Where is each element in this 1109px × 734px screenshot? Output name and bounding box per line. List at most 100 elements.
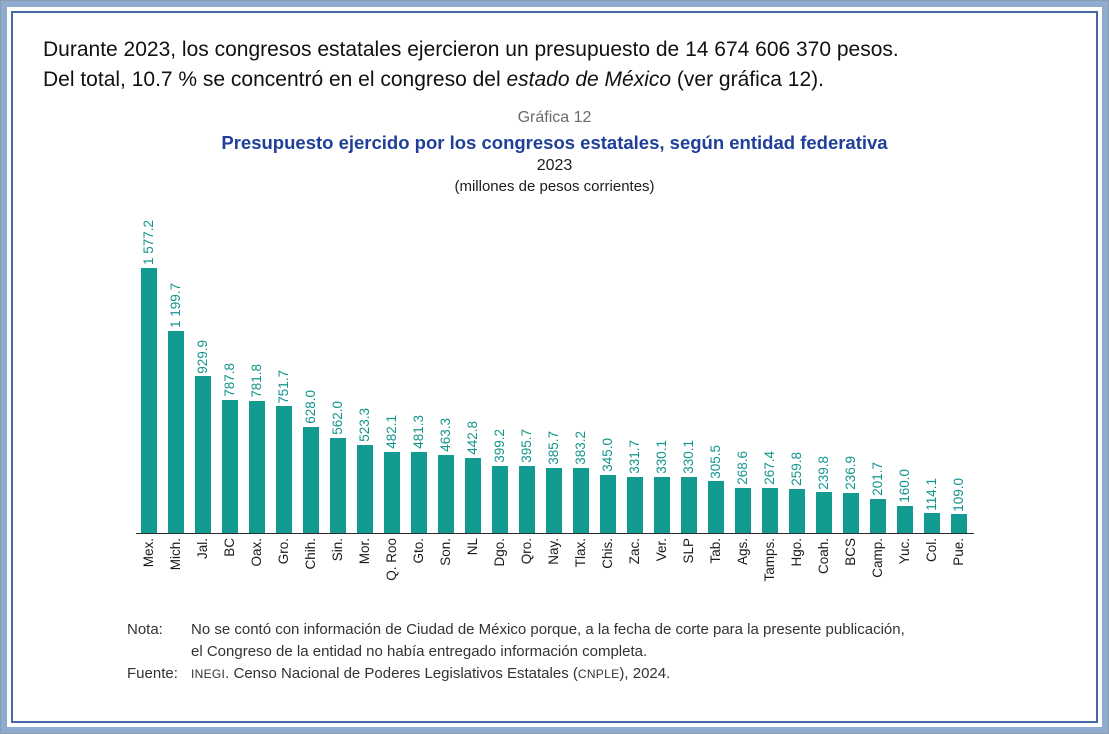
bar [681, 477, 697, 533]
bar-column: 1 199.7 [163, 283, 190, 533]
bar-value-label: 305.5 [708, 444, 724, 479]
category-label: Nay. [546, 537, 562, 565]
bar-value-label: 268.6 [735, 450, 751, 485]
category-column: Dgo. [487, 534, 514, 608]
category-column: SLP [676, 534, 703, 608]
category-label: Ver. [654, 537, 670, 561]
bar [843, 492, 859, 533]
bar-column: 442.8 [460, 421, 487, 533]
bar [411, 451, 427, 533]
category-column: Oax. [244, 534, 271, 608]
bar [897, 505, 913, 533]
intro-line-2-start: Del total, 10.7 % se concentró en el con… [43, 67, 507, 91]
category-label: Camp. [870, 537, 886, 578]
bar-chart: 1 577.2 1 199.7 929.9 787.8 781.8 751.7 628.0 5… [135, 199, 974, 608]
category-column: Chis. [595, 534, 622, 608]
bar-value-label: 562.0 [330, 401, 346, 436]
bar-value-label: 523.3 [357, 407, 373, 442]
bar [438, 454, 454, 533]
note-label: Nota: [127, 620, 163, 638]
category-label: Mor. [357, 537, 373, 564]
document-page: Durante 2023, los congresos estatales ej… [11, 11, 1098, 723]
category-column: Son. [433, 534, 460, 608]
source-label: Fuente: [127, 665, 178, 683]
bar [789, 488, 805, 533]
note-line-2: el Congreso de la entidad no había entre… [191, 642, 648, 660]
intro-italic-text: estado de México [506, 67, 672, 91]
source-inegi: INEGI [191, 667, 226, 682]
category-column: Jal. [190, 534, 217, 608]
bar-column: 267.4 [757, 451, 784, 533]
bar-column: 331.7 [622, 440, 649, 533]
note-block: Nota: No se contó con información de Ciu… [127, 620, 1082, 685]
intro-paragraph: Durante 2023, los congresos estatales ej… [43, 35, 1068, 95]
intro-line-1: Durante 2023, los congresos estatales ej… [43, 38, 899, 61]
bar-column: 114.1 [919, 478, 946, 533]
note-line-1: No se contó con información de Ciudad de… [191, 620, 905, 638]
bar-column: 345.0 [595, 438, 622, 533]
bar [762, 487, 778, 533]
category-label: NL [465, 537, 481, 555]
chart-year: 2023 [536, 156, 573, 174]
category-column: Nay. [541, 534, 568, 608]
bar-value-label: 442.8 [465, 421, 481, 456]
bar-column: 383.2 [568, 431, 595, 533]
bar-value-label: 481.3 [411, 414, 427, 449]
bar-column: 385.7 [541, 431, 568, 533]
bar [573, 468, 589, 533]
bar [222, 400, 238, 533]
bar-column: 330.1 [649, 440, 676, 533]
bar-value-label: 345.0 [600, 437, 616, 472]
category-column: Yuc. [892, 534, 919, 608]
bar-column: 751.7 [271, 370, 298, 533]
category-label: Mex. [141, 537, 157, 567]
bar-column: 305.5 [703, 445, 730, 533]
bar-column: 628.0 [298, 390, 325, 533]
category-column: Ver. [649, 534, 676, 608]
bar [546, 467, 562, 533]
bar [816, 492, 832, 533]
bar-column: 929.9 [190, 340, 217, 533]
category-label: Dgo. [492, 537, 508, 567]
bar-value-label: 114.1 [924, 477, 940, 511]
category-column: BC [217, 534, 244, 608]
category-column: Gto. [406, 534, 433, 608]
category-column: Tab. [703, 534, 730, 608]
category-column: Camp. [865, 534, 892, 608]
source-text: INEGI. Censo Nacional de Poderes Legisla… [191, 664, 1082, 684]
category-column: Mex. [136, 534, 163, 608]
bar-value-label: 787.8 [222, 363, 238, 398]
category-column: BCS [838, 534, 865, 608]
bar-column: 395.7 [514, 429, 541, 533]
bar-value-label: 239.8 [816, 455, 832, 490]
bar-value-label: 929.9 [195, 339, 211, 374]
category-column: Tlax. [568, 534, 595, 608]
category-label: Son. [438, 537, 454, 566]
source-cnple: CNPLE [577, 667, 620, 682]
category-column: Mor. [352, 534, 379, 608]
category-label: Col. [924, 537, 940, 562]
chart-title-block: Gráfica 12 Presupuesto ejercido por los … [27, 109, 1082, 195]
bar [168, 331, 184, 533]
bar-value-label: 751.7 [276, 369, 292, 404]
category-column: Q. Roo [379, 534, 406, 608]
category-label: Pue. [951, 537, 967, 566]
bar [492, 465, 508, 533]
category-label: Jal. [195, 537, 211, 559]
source-end: ), 2024. [619, 665, 671, 683]
bar-value-label: 781.8 [249, 364, 265, 399]
category-label: Q. Roo [384, 537, 400, 581]
bar-value-label: 395.7 [519, 429, 535, 464]
category-label: Ags. [735, 537, 751, 565]
category-label: Tab. [708, 537, 724, 564]
bar-value-label: 463.3 [438, 418, 454, 452]
bar-column: 1 577.2 [136, 220, 163, 533]
bar-column: 160.0 [892, 469, 919, 533]
bar-column: 201.7 [865, 462, 892, 533]
bar [519, 466, 535, 533]
bar [708, 481, 724, 533]
bar-column: 562.0 [325, 401, 352, 533]
category-label: SLP [681, 537, 697, 564]
category-column: NL [460, 534, 487, 608]
bar [195, 376, 211, 533]
